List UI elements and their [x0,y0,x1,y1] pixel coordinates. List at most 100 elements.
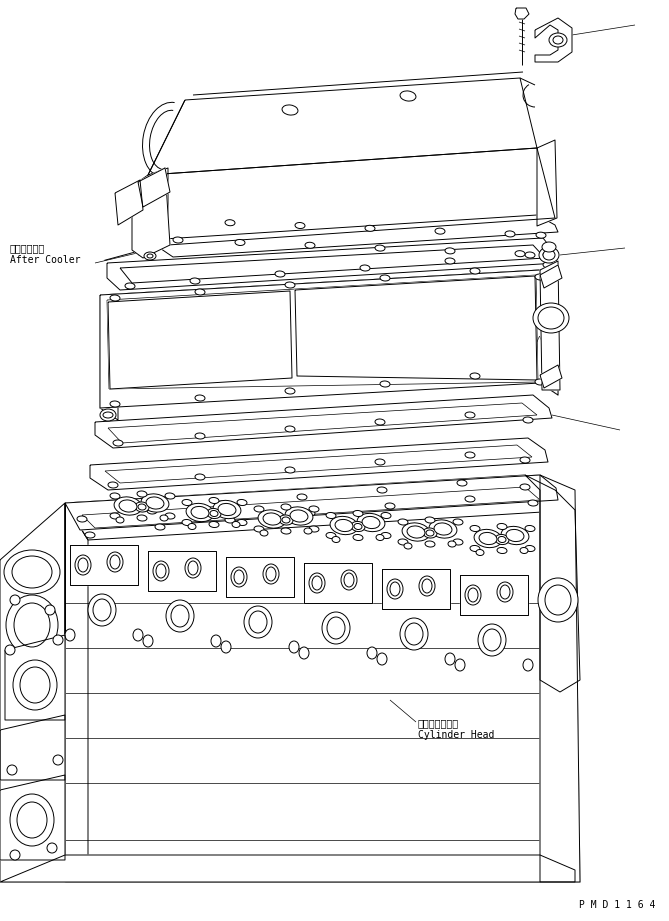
Ellipse shape [375,459,385,465]
Ellipse shape [209,521,219,528]
Ellipse shape [535,274,545,280]
Ellipse shape [553,36,563,44]
Ellipse shape [78,558,88,572]
Ellipse shape [195,433,205,439]
Ellipse shape [470,373,480,379]
Ellipse shape [147,508,157,514]
Ellipse shape [335,519,353,531]
Ellipse shape [400,618,428,650]
Ellipse shape [138,504,146,510]
Ellipse shape [141,494,169,512]
Ellipse shape [305,242,315,249]
Polygon shape [65,503,88,870]
Ellipse shape [12,556,52,588]
Ellipse shape [483,629,501,651]
Ellipse shape [543,262,553,268]
Ellipse shape [545,585,571,615]
Ellipse shape [353,510,363,517]
Ellipse shape [304,528,312,534]
Ellipse shape [457,480,467,486]
Ellipse shape [107,552,123,572]
Ellipse shape [425,517,435,523]
Ellipse shape [137,491,147,497]
Polygon shape [90,438,548,490]
Polygon shape [540,270,558,395]
Ellipse shape [110,401,120,407]
Ellipse shape [10,595,20,605]
Ellipse shape [281,504,291,510]
Ellipse shape [85,532,95,538]
Ellipse shape [137,515,147,521]
Ellipse shape [135,502,149,512]
Ellipse shape [470,526,480,531]
Ellipse shape [232,521,240,528]
Ellipse shape [505,231,515,237]
Ellipse shape [6,595,58,655]
Ellipse shape [479,532,497,544]
Ellipse shape [153,561,169,581]
Ellipse shape [10,794,54,846]
Ellipse shape [88,594,116,626]
Ellipse shape [190,278,200,284]
Ellipse shape [376,534,384,541]
Ellipse shape [237,519,247,526]
Ellipse shape [426,530,434,536]
Ellipse shape [470,268,480,274]
Ellipse shape [326,512,336,519]
Ellipse shape [221,641,231,653]
Ellipse shape [455,659,465,671]
Polygon shape [382,569,450,609]
Ellipse shape [110,555,120,569]
Ellipse shape [377,487,387,493]
Ellipse shape [7,765,17,775]
Polygon shape [65,475,580,882]
Ellipse shape [165,513,175,519]
Ellipse shape [119,500,137,512]
Ellipse shape [465,585,481,605]
Ellipse shape [543,250,555,260]
Ellipse shape [17,802,47,838]
Ellipse shape [146,497,164,509]
Ellipse shape [254,526,264,532]
Ellipse shape [191,507,209,519]
Ellipse shape [398,519,408,525]
Ellipse shape [20,667,50,703]
Ellipse shape [225,220,235,226]
Ellipse shape [260,530,268,536]
Ellipse shape [103,412,113,418]
Ellipse shape [390,582,400,596]
Polygon shape [460,575,528,615]
Ellipse shape [344,573,354,587]
Ellipse shape [498,536,506,542]
Ellipse shape [515,251,525,257]
Polygon shape [0,855,575,882]
Ellipse shape [209,497,219,504]
Ellipse shape [497,523,507,530]
Polygon shape [515,8,529,19]
Ellipse shape [299,647,309,659]
Ellipse shape [125,283,135,289]
Ellipse shape [419,576,435,596]
Ellipse shape [357,513,385,531]
Ellipse shape [380,381,390,387]
Ellipse shape [290,510,308,522]
Ellipse shape [520,484,530,490]
Text: シリンダヘッド: シリンダヘッド [418,718,459,728]
Ellipse shape [156,564,166,578]
Polygon shape [100,270,558,307]
Ellipse shape [407,526,425,538]
Ellipse shape [536,232,546,239]
Ellipse shape [381,532,391,539]
Polygon shape [138,168,170,207]
Polygon shape [0,775,65,860]
Ellipse shape [497,547,507,554]
Ellipse shape [365,226,375,231]
Ellipse shape [385,503,395,509]
Polygon shape [5,635,65,720]
Ellipse shape [305,510,315,516]
Ellipse shape [254,506,264,512]
Ellipse shape [263,513,281,525]
Ellipse shape [309,573,325,593]
Polygon shape [540,265,562,288]
Ellipse shape [266,567,276,581]
